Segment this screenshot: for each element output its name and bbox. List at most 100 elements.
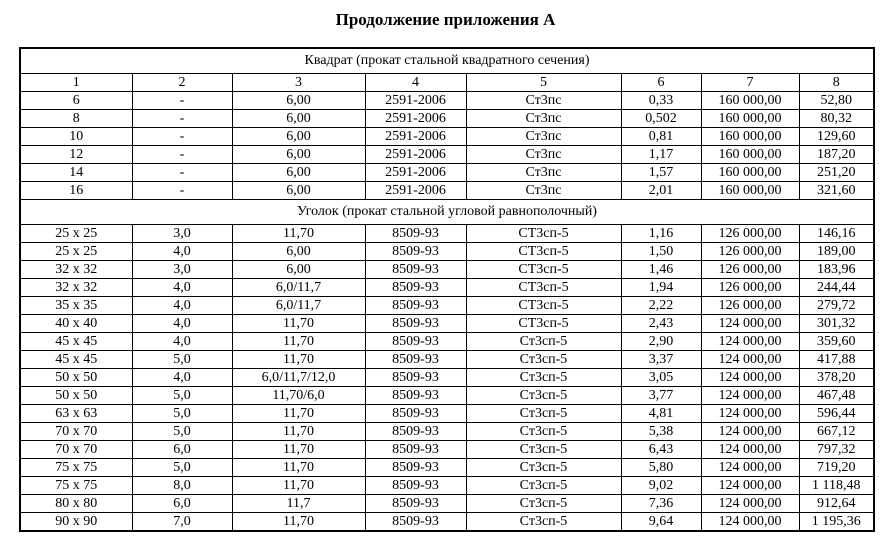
table-cell: 8509-93 xyxy=(364,314,467,333)
table-cell: 8509-93 xyxy=(364,386,467,405)
table-cell: 126 000,00 xyxy=(700,260,800,279)
table-cell: 244,44 xyxy=(798,278,875,297)
table-cell: 8509-93 xyxy=(364,260,467,279)
table-cell: Ст3сп-5 xyxy=(465,422,622,441)
section-heading-row: Квадрат (прокат стальной квадратного сеч… xyxy=(19,47,875,74)
table-cell: 8509-93 xyxy=(364,512,467,532)
table-cell: 9,64 xyxy=(620,512,702,532)
table-cell: 8509-93 xyxy=(364,404,467,423)
table-cell: - xyxy=(131,91,233,110)
table-cell: 596,44 xyxy=(798,404,875,423)
table-cell: 8,0 xyxy=(131,476,233,495)
table-cell: 35 х 35 xyxy=(19,296,133,315)
table-cell: 378,20 xyxy=(798,368,875,387)
table-cell: СТ3сп-5 xyxy=(465,224,622,243)
table-cell: 14 xyxy=(19,163,133,182)
table-cell: 5,0 xyxy=(131,350,233,369)
table-cell: 11,70 xyxy=(231,404,366,423)
table-row: 8-6,00 2591-2006 Ст3пс 0,502 160 000,00 80,32 xyxy=(19,109,875,128)
table-cell: - xyxy=(131,127,233,146)
table-cell: 183,96 xyxy=(798,260,875,279)
table-cell: 70 х 70 xyxy=(19,440,133,459)
section-heading-row: Уголок (прокат стальной угловой равнопол… xyxy=(19,199,875,225)
table-cell: 6,00 xyxy=(231,260,366,279)
table-row: 32 х 32 3,0 6,00 8509-93 СТ3сп-5 1,46 126 000,… xyxy=(19,260,875,279)
page-title: Продолжение приложения А xyxy=(335,10,556,29)
table-row: 35 х 35 4,0 6,0/11,7 8509-93 СТ3сп-5 2,22 126 … xyxy=(19,296,875,315)
table-cell: 126 000,00 xyxy=(700,296,800,315)
table-cell: 8509-93 xyxy=(364,494,467,513)
table-cell: 359,60 xyxy=(798,332,875,351)
table-row: 10-6,00 2591-2006 Ст3пс 0,81 160 000,00 129,6… xyxy=(19,127,875,146)
table-cell: Ст3сп-5 xyxy=(465,368,622,387)
table-cell: 8509-93 xyxy=(364,296,467,315)
table-cell: 279,72 xyxy=(798,296,875,315)
table-cell: 129,60 xyxy=(798,127,875,146)
table-cell: 75 х 75 xyxy=(19,458,133,477)
table-cell: 11,70 xyxy=(231,314,366,333)
table-cell: 124 000,00 xyxy=(700,476,800,495)
table-cell: 8509-93 xyxy=(364,242,467,261)
table-cell: Ст3сп-5 xyxy=(465,494,622,513)
table-cell: 1 118,48 xyxy=(798,476,875,495)
table-cell: Ст3сп-5 xyxy=(465,476,622,495)
table-cell: 7,0 xyxy=(131,512,233,532)
table-cell: Ст3пс xyxy=(465,127,622,146)
table-cell: Ст3пс xyxy=(465,91,622,110)
table-row: 16-6,00 2591-2006 Ст3пс 2,01 160 000,00 321,6… xyxy=(19,181,875,200)
table-cell: 912,64 xyxy=(798,494,875,513)
table-cell: 2591-2006 xyxy=(364,163,467,182)
table-cell: 50 х 50 xyxy=(19,368,133,387)
table-cell: 1,50 xyxy=(620,242,702,261)
table-cell: 25 х 25 xyxy=(19,242,133,261)
table-cell: Ст3сп-5 xyxy=(465,386,622,405)
table-cell: 5,0 xyxy=(131,404,233,423)
table-row: 14-6,00 2591-2006 Ст3пс 1,57 160 000,00 251,2… xyxy=(19,163,875,182)
table-cell: 1,17 xyxy=(620,145,702,164)
table-cell: СТ3сп-5 xyxy=(465,242,622,261)
table-cell: 5,0 xyxy=(131,386,233,405)
table-cell: 6,0 xyxy=(131,494,233,513)
table-cell: 11,70 xyxy=(231,350,366,369)
table-cell: 160 000,00 xyxy=(700,127,800,146)
table-cell: 6,0/11,7/12,0 xyxy=(231,368,366,387)
table-cell: 16 xyxy=(19,181,133,200)
table-cell: 1,16 xyxy=(620,224,702,243)
table-cell: 4,0 xyxy=(131,242,233,261)
table-cell: 50 х 50 xyxy=(19,386,133,405)
table-cell: 3,05 xyxy=(620,368,702,387)
table-row: 45 х 45 5,0 11,70 8509-93 Ст3сп-5 3,37 124 000… xyxy=(19,350,875,369)
table-cell: 6,43 xyxy=(620,440,702,459)
table-cell: 321,60 xyxy=(798,181,875,200)
table-row: 50 х 50 4,0 6,0/11,7/12,0 8509-93 Ст3сп-5 3,0… xyxy=(19,368,875,387)
table-cell: 6,00 xyxy=(231,109,366,128)
table-cell: 160 000,00 xyxy=(700,145,800,164)
table-cell: 124 000,00 xyxy=(700,440,800,459)
table-cell: 2,22 xyxy=(620,296,702,315)
table-cell: 124 000,00 xyxy=(700,386,800,405)
table-cell: СТ3сп-5 xyxy=(465,314,622,333)
table-cell: 189,00 xyxy=(798,242,875,261)
table-cell: 5,38 xyxy=(620,422,702,441)
table-cell: 719,20 xyxy=(798,458,875,477)
table-cell: 251,20 xyxy=(798,163,875,182)
table-cell: 5,0 xyxy=(131,422,233,441)
table-cell: Ст3сп-5 xyxy=(465,440,622,459)
table-cell: 3,0 xyxy=(131,224,233,243)
table-cell: 11,70 xyxy=(231,440,366,459)
table-cell: 8509-93 xyxy=(364,278,467,297)
column-number: 7 xyxy=(700,73,800,92)
table-cell: 11,70 xyxy=(231,476,366,495)
table-cell: Ст3сп-5 xyxy=(465,512,622,532)
table-cell: - xyxy=(131,163,233,182)
column-number: 6 xyxy=(620,73,702,92)
table-row: 90 х 90 7,0 11,70 8509-93 Ст3сп-5 9,64 124 000… xyxy=(19,512,875,532)
table-cell: 2591-2006 xyxy=(364,91,467,110)
table-row: 45 х 45 4,0 11,70 8509-93 Ст3сп-5 2,90 124 000… xyxy=(19,332,875,351)
table-cell: 126 000,00 xyxy=(700,242,800,261)
table-cell: 301,32 xyxy=(798,314,875,333)
table-cell: 45 х 45 xyxy=(19,332,133,351)
table-cell: 80 х 80 xyxy=(19,494,133,513)
table-cell: 5,80 xyxy=(620,458,702,477)
table-cell: 40 х 40 xyxy=(19,314,133,333)
